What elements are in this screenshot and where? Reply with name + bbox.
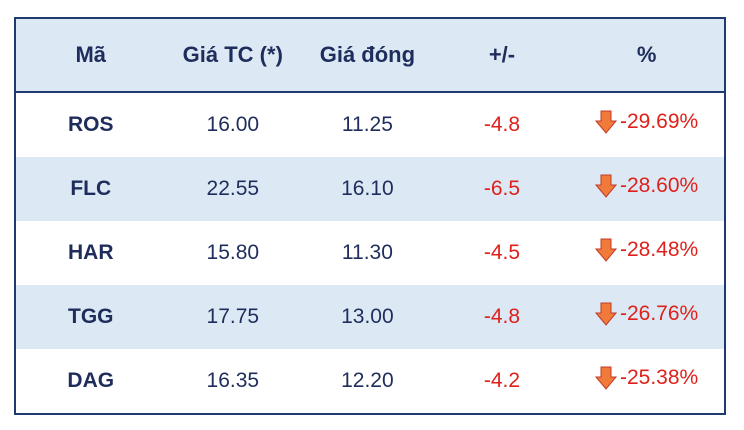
arrow-shape [595, 110, 617, 134]
percent-value: -28.48% [620, 238, 699, 261]
percent-value: -29.69% [620, 110, 699, 133]
arrow-shape [595, 174, 617, 198]
percent-change: -26.76% [595, 302, 698, 326]
cell: 16.35 [206, 369, 260, 392]
column-header: Giá đóng [300, 18, 435, 93]
stock-code: DAG [67, 369, 115, 392]
stock-code: ROS [67, 113, 114, 136]
cell: -28.48% [569, 221, 725, 285]
arrow-shape [595, 238, 617, 262]
cell: 13.00 [300, 285, 435, 349]
cell: 15.80 [206, 241, 260, 264]
percent-value: -25.38% [620, 366, 699, 389]
cell: -4.8 [434, 285, 570, 349]
header-row: Mã Giá TC (*) Giá đóng +/-% [15, 18, 725, 93]
column-header: +/- [434, 18, 570, 93]
cell: 22.55 [165, 157, 301, 221]
table-row: HAR 15.80 11.30 -4.5 -28.48% [15, 221, 725, 285]
cell: 12.20 [341, 369, 394, 392]
percent-change: -28.60% [595, 174, 698, 198]
table-row: FLC 22.55 16.10 -6.5 -28.60% [15, 157, 725, 221]
cell: 11.25 [341, 113, 393, 136]
stock-code: FLC [15, 157, 166, 221]
column-header: % [569, 18, 725, 93]
percent-change: -28.48% [595, 238, 698, 262]
arrow-shape [595, 366, 617, 390]
table-row: ROS 16.00 11.25 -4.8 -29.69% [15, 92, 725, 157]
down-arrow-icon [595, 110, 617, 134]
cell: 16.10 [300, 157, 435, 221]
cell: 16.00 [206, 113, 260, 136]
down-arrow-icon [595, 174, 617, 198]
table-row: TGG 17.75 13.00 -4.8 -26.76% [15, 285, 725, 349]
price-table: Mã Giá TC (*) Giá đóng +/-% ROS 16.00 11.25 -4… [14, 17, 726, 415]
cell: -6.5 [434, 157, 570, 221]
cell: -4.2 [483, 369, 521, 392]
stock-code: HAR [68, 241, 114, 264]
column-header: Mã [15, 18, 166, 93]
percent-value: -28.60% [620, 174, 699, 197]
percent-change: -29.69% [595, 110, 698, 134]
cell: -28.60% [569, 157, 725, 221]
cell: 17.75 [165, 285, 301, 349]
down-arrow-icon [595, 238, 617, 262]
cell: 11.30 [341, 241, 393, 264]
cell: -29.69% [569, 92, 725, 157]
table-row: DAG 16.35 12.20 -4.2 -25.38% [15, 349, 725, 414]
cell: -26.76% [569, 285, 725, 349]
arrow-shape [595, 302, 617, 326]
percent-value: -26.76% [620, 302, 699, 325]
table-body: ROS 16.00 11.25 -4.8 -29.69% FLC 22.55 16.10 -6.… [15, 92, 725, 414]
percent-change: -25.38% [595, 366, 698, 390]
cell: -25.38% [569, 349, 725, 414]
down-arrow-icon [595, 302, 617, 326]
cell: -4.8 [483, 113, 521, 136]
cell: -4.5 [483, 241, 521, 264]
column-header: Giá TC (*) [165, 18, 301, 93]
down-arrow-icon [595, 366, 617, 390]
stock-code: TGG [15, 285, 166, 349]
